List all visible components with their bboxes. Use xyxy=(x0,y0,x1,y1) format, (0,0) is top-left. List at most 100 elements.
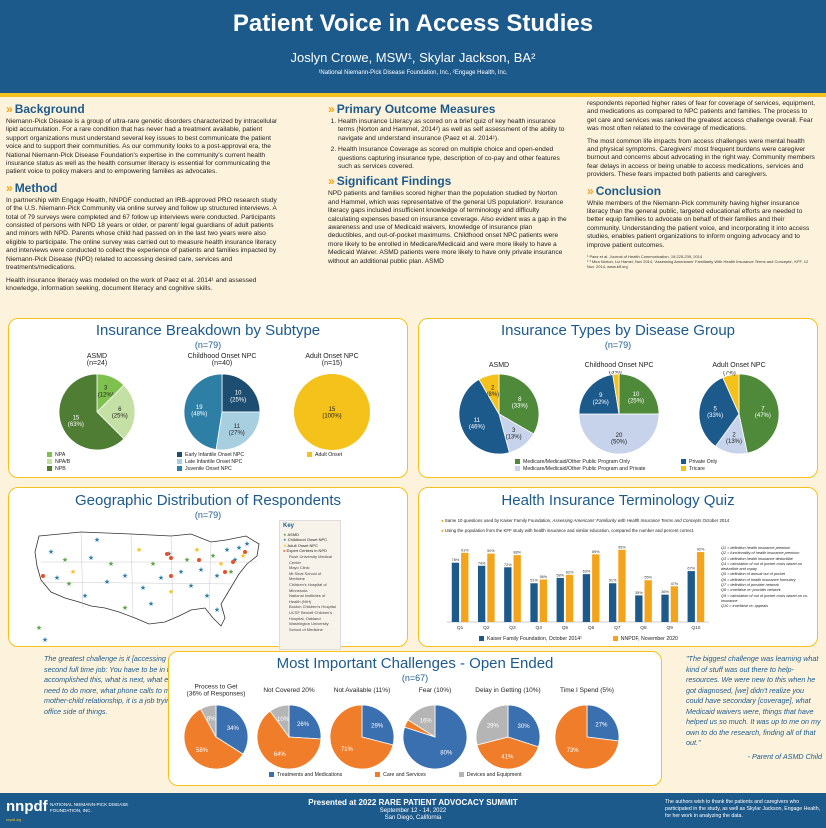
challenge-pie-data-label: 64% xyxy=(274,752,287,758)
affiliations: ¹National Niemann-Pick Disease Foundatio… xyxy=(318,70,508,76)
types-pie-data-label: 20 (50%) xyxy=(611,433,627,446)
x-tick-label: Q4 xyxy=(535,625,542,631)
chevron-icon: » xyxy=(6,102,13,116)
quiz-bar-label: 91% xyxy=(461,548,469,552)
conclusion-text: While members of the Niemann-Pick commun… xyxy=(587,199,810,249)
quiz-legend: Kaiser Family Foundation, October 2014¹ … xyxy=(479,636,678,643)
subtype-legend-childhood: Early Infantile Onset NPC Late Infantile… xyxy=(177,452,244,473)
challenge-pie-data-label: 29% xyxy=(487,723,500,729)
key-title: Key xyxy=(283,523,295,529)
pie-heading-childhood: Childhood Onset NPC (n=40) xyxy=(187,353,257,367)
challenge-pie-slice xyxy=(183,708,244,770)
types-pie-slice xyxy=(618,373,660,415)
findings-continued-1: respondents reported higher rates of fea… xyxy=(587,100,815,133)
challenge-pie-slice xyxy=(554,704,620,770)
x-tick-label: Q7 xyxy=(614,625,621,631)
respondent-star-icon: ★ xyxy=(66,580,72,588)
question-item: Q10 = true/false re: appeals xyxy=(721,604,768,609)
question-item: Q9 = calculation of out of pocket costs … xyxy=(721,593,809,603)
types-panel: Insurance Types by Disease Group (n=79) … xyxy=(418,318,818,478)
geo-panel: Geographic Distribution of Respondents (… xyxy=(8,487,408,650)
challenges-legend: Treatments and Medications Care and Serv… xyxy=(269,772,522,779)
quiz-title: Health Insurance Terminology Quiz xyxy=(501,492,735,509)
challenges-pies: Process to Get (36% of Responses) 34% 58% 8%… xyxy=(183,683,620,770)
subtype-pie-slice xyxy=(183,373,223,450)
challenge-pie-slice xyxy=(507,704,541,748)
respondent-star-icon: ★ xyxy=(94,536,100,544)
challenge-pie-heading: Fear (10%) xyxy=(419,687,452,694)
reference-2: ² ³ Mira Norton, Liz Hamel, Nov 2014, 'A… xyxy=(587,259,809,270)
findings-heading: » Significant Findings xyxy=(328,174,452,189)
types-pie-data-label: 11 (46%) xyxy=(469,418,485,431)
chevron-icon: » xyxy=(328,102,335,116)
summit-place: San Diego, California xyxy=(384,815,442,821)
map-key: Key ★ ASMD ★ Childhood Onset NPC ★ Adult… xyxy=(279,520,341,650)
types-pie-data-label: 7 (47%) xyxy=(755,406,771,419)
expert-center-marker xyxy=(165,552,169,556)
quiz-bar-label: 88% xyxy=(513,551,521,555)
quiz-bar-label: 72% xyxy=(504,563,512,567)
subtype-pie-slice xyxy=(221,373,261,413)
challenge-pie-data-label: 73% xyxy=(567,748,580,754)
center-item: Rush University Medical Center xyxy=(289,553,332,565)
quiz-note-1: ● Same 10 questions used by Kaiser Famil… xyxy=(441,518,730,523)
x-tick-label: Q10 xyxy=(691,625,700,631)
respondent-star-icon: ★ xyxy=(178,568,184,576)
subtype-pie-data-label: 10 (25%) xyxy=(230,391,246,404)
respondent-star-icon: ★ xyxy=(188,582,194,590)
challenge-pie-slice xyxy=(256,710,322,770)
expert-center-marker xyxy=(169,574,173,578)
state-lines xyxy=(38,531,257,621)
respondent-star-icon: ★ xyxy=(122,604,128,612)
challenge-pie-data-label: 26% xyxy=(297,722,310,728)
challenge-pie-slice xyxy=(269,704,290,739)
legend-item: Medicare/Medicaid/Other Public Program a… xyxy=(515,466,646,473)
us-map: ★★★★★★★★★★★★★★★★★★★★★★★★★★★★★★★★★★★★★ xyxy=(34,531,260,642)
legend-item: Private Only xyxy=(681,459,717,466)
x-tick-label: Q8 xyxy=(640,625,647,631)
key-item: ★ Adult Onset NPC xyxy=(283,542,318,548)
center-item: Boston Children's Hospital xyxy=(289,604,336,610)
quiz-bar xyxy=(608,583,617,622)
respondent-star-icon: ★ xyxy=(108,560,114,568)
x-tick-label: Q6 xyxy=(588,625,595,631)
challenges-n: (n=67) xyxy=(401,673,429,683)
quiz-bar-label: 36% xyxy=(661,590,669,594)
quiz-bar-label: 51% xyxy=(530,579,538,583)
challenge-pie-slice xyxy=(361,704,395,746)
respondent-star-icon: ★ xyxy=(54,574,60,582)
quiz-bar-label: 56% xyxy=(540,575,548,579)
chevron-icon: » xyxy=(587,183,594,198)
types-pie-slice xyxy=(458,378,510,455)
group-heading: Adult Onset NPC xyxy=(712,362,766,369)
subtype-pie-slice xyxy=(96,384,136,440)
pie-heading-adult: Adult Onset NPC (n=15) xyxy=(305,353,359,367)
challenge-pie-data-label: 71% xyxy=(341,747,354,753)
x-tick-label: Q5 xyxy=(562,625,569,631)
types-pie-slice xyxy=(722,373,740,415)
quiz-bar-label: 58% xyxy=(556,573,564,577)
challenge-pie-data-label: 34% xyxy=(227,726,240,732)
pie-heading-asmd: ASMD (n=24) xyxy=(86,353,108,367)
findings-continued-2: The most common life impacts from access… xyxy=(587,137,815,179)
x-tick-label: Q1 xyxy=(457,625,464,631)
respondent-star-icon: ★ xyxy=(42,636,48,642)
key-item: ★ ASMD xyxy=(283,531,300,537)
legend-item: Late Infantile Onset NPC xyxy=(177,459,244,466)
challenge-pie-data-label: 16% xyxy=(420,718,433,724)
legend-item: Early Infantile Onset NPC xyxy=(177,452,244,459)
types-pie-slice xyxy=(738,373,780,454)
quiz-bar-label: 67% xyxy=(687,567,695,571)
quiz-bar xyxy=(644,580,652,622)
background-heading: » Background xyxy=(6,102,85,116)
logo-name: NATIONAL NIEMANN-PICK DISEASE FOUNDATION… xyxy=(50,802,129,813)
quiz-bar xyxy=(477,565,486,622)
expert-center-marker xyxy=(41,574,45,578)
types-pie-slice xyxy=(498,373,540,435)
background-text: Niemann-Pick Disease is a group of ultra… xyxy=(6,118,278,176)
quiz-panel: Health Insurance Terminology Quiz ● Same… xyxy=(418,487,818,647)
types-pie-slice xyxy=(578,413,660,455)
quiz-bar xyxy=(565,574,574,622)
challenge-pie-slice xyxy=(476,736,539,770)
footer-center: Presented at 2022 RARE PATIENT ADVOCACY … xyxy=(0,798,826,821)
